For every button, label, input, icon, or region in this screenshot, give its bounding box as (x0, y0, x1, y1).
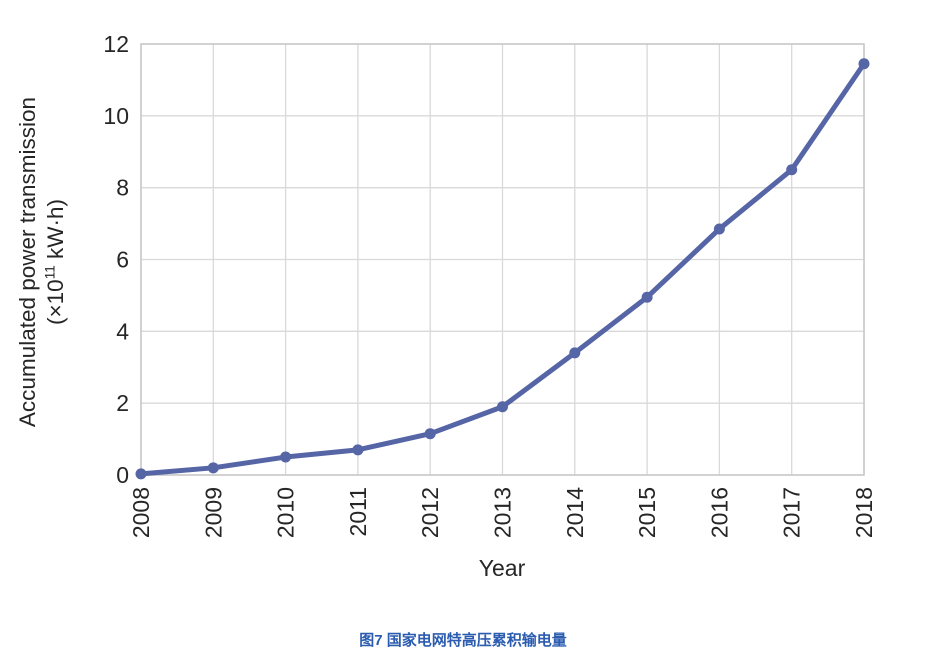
data-point (713, 223, 725, 235)
y-tick-label: 10 (103, 103, 129, 129)
x-tick-label: 2017 (779, 487, 805, 538)
x-tick-label: 2015 (634, 487, 660, 538)
data-point (280, 451, 292, 463)
y-axis-title-line2: (×1011 kW·h) (42, 199, 69, 325)
x-tick-label: 2011 (345, 487, 371, 536)
data-point (786, 164, 798, 176)
data-point (569, 347, 581, 359)
figure-caption: 图7 国家电网特高压累积输电量 (359, 632, 567, 649)
x-tick-label: 2009 (200, 487, 226, 538)
data-point (424, 428, 436, 440)
x-tick-label: 2008 (128, 487, 154, 538)
x-tick-label: 2013 (490, 487, 516, 538)
data-point (858, 58, 870, 70)
y-tick-label: 12 (103, 31, 129, 57)
data-point (135, 468, 147, 480)
data-point (352, 444, 364, 456)
y-axis-title: Accumulated power transmission (×1011 kW… (14, 12, 72, 512)
x-tick-label: 2016 (706, 487, 732, 538)
y-tick-label: 8 (116, 175, 129, 201)
x-tick-label: 2010 (273, 487, 299, 538)
y-tick-label: 4 (116, 318, 129, 344)
y-tick-label: 2 (116, 390, 129, 416)
y-axis-exponent: 11 (42, 265, 58, 280)
x-tick-label: 2012 (417, 487, 443, 538)
data-point (207, 462, 219, 474)
y-tick-label: 0 (116, 462, 129, 488)
data-point (641, 291, 653, 303)
y-tick-label: 6 (116, 247, 129, 273)
x-axis-title: Year (478, 555, 526, 581)
x-tick-label: 2018 (851, 487, 877, 538)
plot-frame (140, 43, 865, 476)
data-point (497, 401, 508, 413)
x-tick-label: 2014 (562, 487, 588, 538)
y-axis-title-line1: Accumulated power transmission (15, 96, 40, 428)
